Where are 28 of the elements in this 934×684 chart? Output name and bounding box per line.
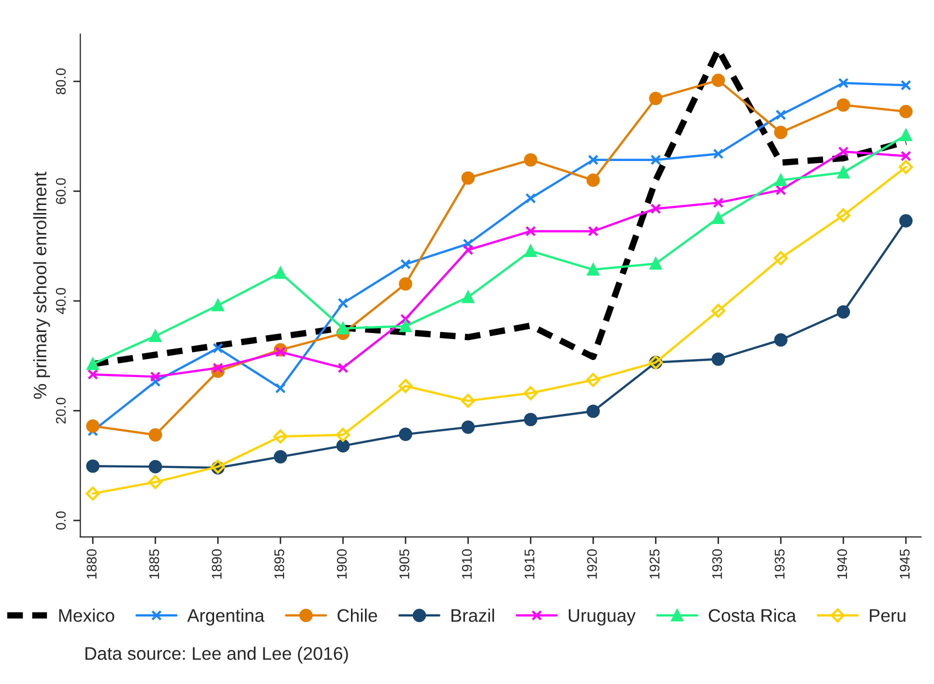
legend-label: Uruguay (568, 609, 636, 626)
x-tick-label: 1915 (524, 549, 534, 579)
legend-label: Peru (870, 609, 906, 622)
y-tick-label: 20.0 (56, 398, 66, 424)
x-tick-label: 1910 (462, 549, 472, 579)
x-tick-label: 1945 (900, 549, 910, 579)
x-tick-label: 1940 (837, 549, 848, 579)
x-tick-label: 1925 (650, 549, 660, 579)
x-tick-label: 1885 (149, 549, 160, 579)
y-axis-title: % primary school enrollment (33, 172, 50, 399)
x-tick-label: 1900 (336, 549, 347, 579)
x-tick-label: 1930 (712, 549, 722, 579)
x-tick-label: 1895 (274, 549, 284, 579)
x-tick-label: 1890 (212, 549, 222, 579)
x-tick-label: 1905 (399, 549, 410, 579)
legend-label: Chile (338, 608, 378, 622)
y-tick-label: 80.0 (56, 68, 66, 94)
y-tick-label: 0.0 (56, 511, 66, 530)
x-tick-label: 1880 (86, 549, 97, 579)
y-tick-label: 60.0 (56, 178, 66, 204)
legend-label: Argentina (187, 608, 264, 626)
source-note: Data source: Lee and Lee (2016) (86, 646, 348, 664)
y-tick-label: 40.0 (56, 288, 66, 314)
legend-label: Costa Rica (708, 608, 796, 622)
legend-label: Brazil (452, 608, 494, 622)
x-tick-label: 1920 (587, 549, 597, 579)
x-tick-label: 1935 (774, 549, 785, 579)
legend-label: Mexico (59, 608, 114, 622)
